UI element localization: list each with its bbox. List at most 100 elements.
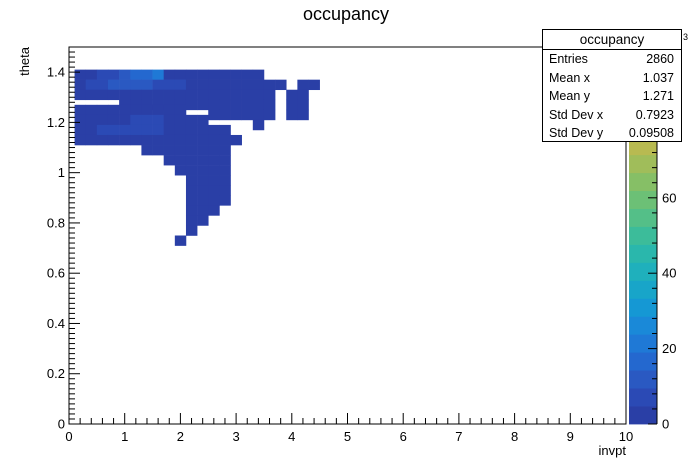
heatmap-cell [85,114,98,126]
x-axis-label: invpt [599,443,627,458]
heatmap-cell [208,124,220,136]
colorbar-segment [629,172,657,192]
heatmap-cell [185,114,198,126]
stats-row-mean-y: Mean y 1.271 [543,87,681,106]
heatmap-cell [263,99,276,111]
heatmap-cell [197,145,209,156]
heatmap-cell [141,124,153,136]
heatmap-cell [174,165,187,176]
heatmap-cells [74,69,320,246]
colorbar-segment [629,244,657,263]
heatmap-cell [297,99,309,111]
heatmap-cell [197,69,209,80]
colorbar-tick-label: 20 [662,341,676,356]
heatmap-cell [230,134,242,146]
heatmap-cell [141,79,153,91]
heatmap-cell [197,79,209,91]
heatmap-cell [208,99,220,111]
colorbar-segment [629,298,657,317]
heatmap-cell [119,79,131,91]
heatmap-cell [185,79,198,91]
y-tick-label: 0 [58,417,65,432]
heatmap-cell [275,79,287,91]
heatmap-cell [219,134,231,146]
heatmap-cell [197,185,209,196]
heatmap-cell [163,124,176,136]
heatmap-cell [152,104,164,116]
heatmap-cell [219,109,231,121]
heatmap-cell [130,124,142,136]
heatmap-cell [208,79,220,91]
heatmap-cell [208,109,220,121]
heatmap-cell [152,69,164,80]
heatmap-cell [185,145,198,156]
stats-row-stddev-y: Std Dev y 0.09508 [543,124,681,143]
heatmap-cell [130,79,142,91]
heatmap-cell [197,155,209,166]
heatmap-cell [174,145,187,156]
stats-label: Std Dev y [549,126,604,140]
y-axis-label: theta [17,46,32,76]
stats-title: occupancy [543,30,681,50]
heatmap-cell [208,145,220,156]
heatmap-cell [230,109,242,121]
heatmap-cell [107,124,120,136]
heatmap-cell [219,185,231,196]
heatmap-cell [85,134,98,146]
heatmap-cell [286,99,298,111]
x-tick-label: 4 [288,429,295,444]
heatmap-cell [208,185,220,196]
heatmap-cell [130,134,142,146]
heatmap-cell [241,109,254,121]
heatmap-cell [197,114,209,126]
heatmap-cell [197,134,209,146]
x-tick-label: 3 [232,429,239,444]
heatmap-cell [252,119,265,131]
heatmap-cell [174,235,187,246]
heatmap-cell [263,109,276,121]
heatmap-cell [208,69,220,80]
colorbar-segment [629,190,657,209]
heatmap-cell [219,195,231,206]
heatmap-cell [230,99,242,111]
colorbar-segment [629,316,657,335]
heatmap-cell [141,134,153,146]
heatmap-cell [241,79,254,91]
colorbar-segment [629,154,657,174]
heatmap-cell [185,124,198,136]
stats-value: 1.037 [642,70,674,85]
heatmap-cell [74,114,87,126]
stats-row-mean-x: Mean x 1.037 [543,69,681,88]
heatmap-cell [174,104,187,116]
heatmap-cell [107,104,120,116]
colorbar-segment [629,388,657,407]
heatmap-cell [152,114,164,126]
heatmap-cell [197,195,209,206]
heatmap-cell [163,155,176,166]
heatmap-cell [219,165,231,176]
heatmap-cell [107,79,120,91]
colorbar-segment [629,406,657,425]
heatmap-cell [174,155,187,166]
y-tick-label: 0.4 [47,316,65,331]
heatmap-cell [163,145,176,156]
heatmap-cell [197,99,209,111]
heatmap-cell [152,124,164,136]
colorbar-segment [629,208,657,227]
heatmap-cell [263,89,276,101]
heatmap-cell [74,124,87,136]
heatmap-cell [185,99,198,111]
y-tick-label: 0.6 [47,266,65,281]
heatmap-cell [286,109,298,121]
heatmap-cell [141,89,153,101]
heatmap-cell [219,155,231,166]
x-tick-label: 8 [511,429,518,444]
heatmap-cell [119,114,131,126]
heatmap-cell [141,145,153,156]
x-tick-label: 2 [177,429,184,444]
heatmap-cell [174,89,187,101]
heatmap-cell [230,79,242,91]
x-tick-label: 1 [121,429,128,444]
heatmap-cell [141,114,153,126]
heatmap-cell [241,69,254,80]
